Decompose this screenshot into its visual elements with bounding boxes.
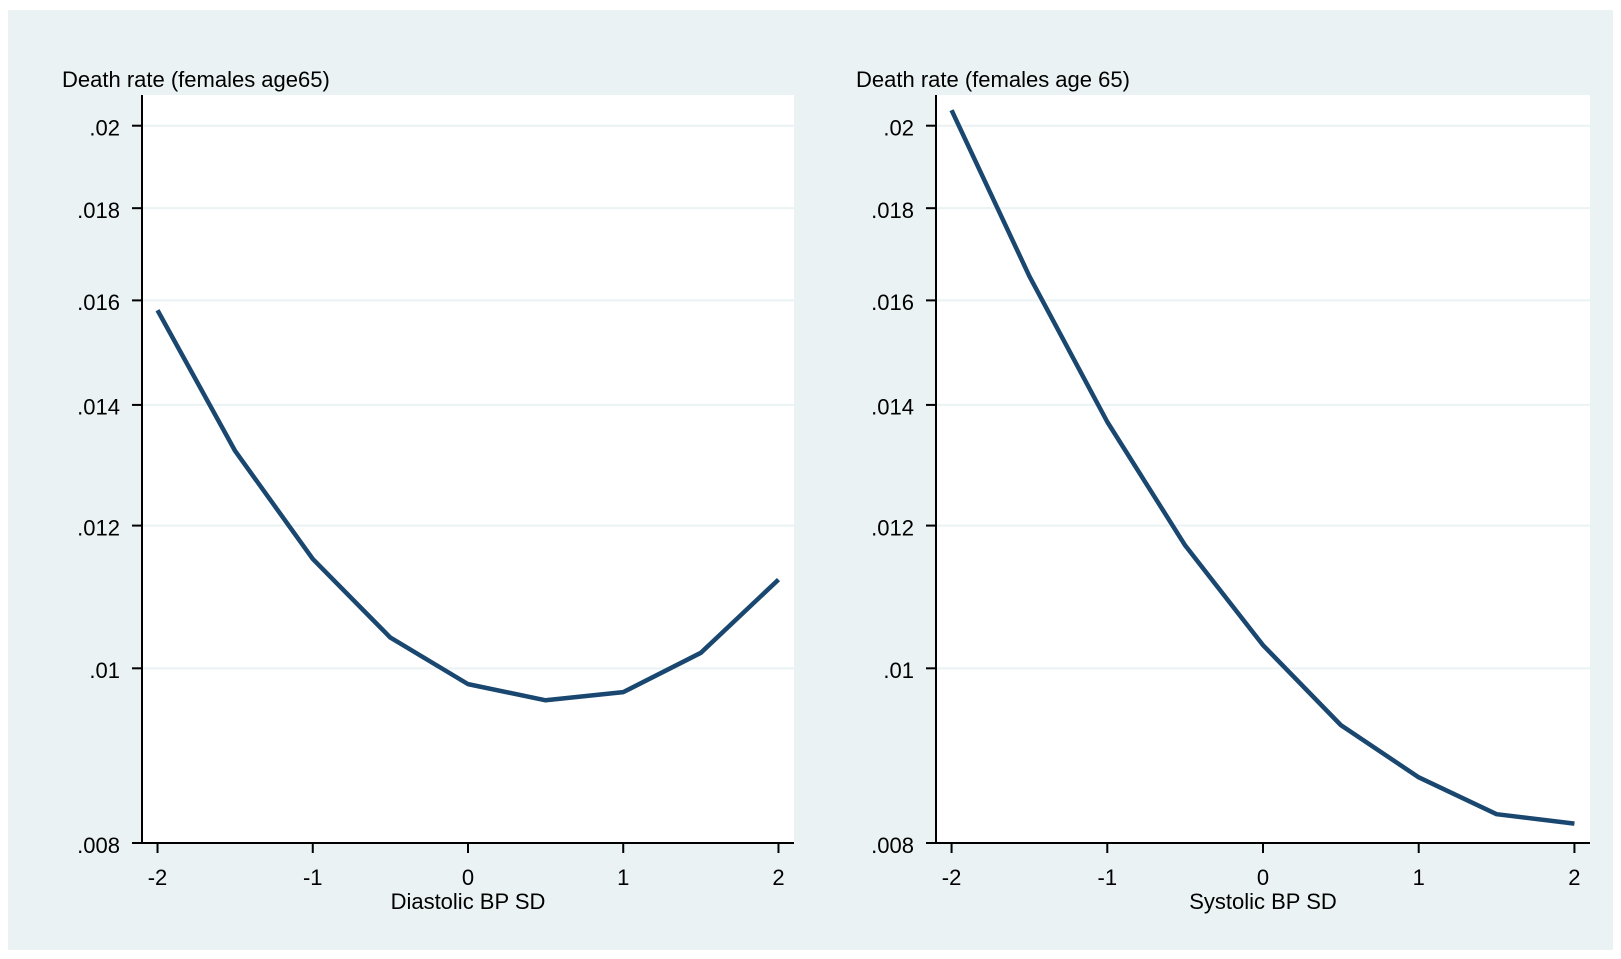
y-tick-label: .01 [89, 658, 120, 683]
x-tick-label: 0 [1257, 865, 1269, 890]
x-tick-label: -1 [303, 865, 323, 890]
x-tick-label: -2 [942, 865, 962, 890]
x-axis-title: Systolic BP SD [1189, 889, 1337, 914]
y-tick-label: .012 [77, 515, 120, 540]
y-tick-label: .014 [77, 395, 120, 420]
y-tick-label: .018 [871, 198, 914, 223]
x-tick-label: 2 [772, 865, 784, 890]
y-tick-label: .016 [871, 290, 914, 315]
y-tick-label: .016 [77, 290, 120, 315]
y-tick-label: .02 [883, 116, 914, 141]
x-tick-label: 1 [617, 865, 629, 890]
y-tick-label: .018 [77, 198, 120, 223]
plot-area [936, 95, 1590, 843]
x-tick-label: 1 [1413, 865, 1425, 890]
data-line [949, 109, 1575, 826]
y-tick-label: .02 [89, 116, 120, 141]
x-tick-label: -1 [1098, 865, 1118, 890]
y-axis-title: Death rate (females age 65) [856, 67, 1130, 92]
y-tick-label: .008 [77, 833, 120, 858]
y-axis-title: Death rate (females age65) [62, 67, 330, 92]
y-tick-label: .012 [871, 515, 914, 540]
data-line [155, 309, 781, 703]
x-tick-label: 0 [462, 865, 474, 890]
x-tick-label: -2 [148, 865, 168, 890]
y-tick-label: .008 [871, 833, 914, 858]
x-tick-label: 2 [1568, 865, 1580, 890]
x-axis-title: Diastolic BP SD [391, 889, 546, 914]
y-tick-label: .014 [871, 395, 914, 420]
y-tick-label: .01 [883, 658, 914, 683]
